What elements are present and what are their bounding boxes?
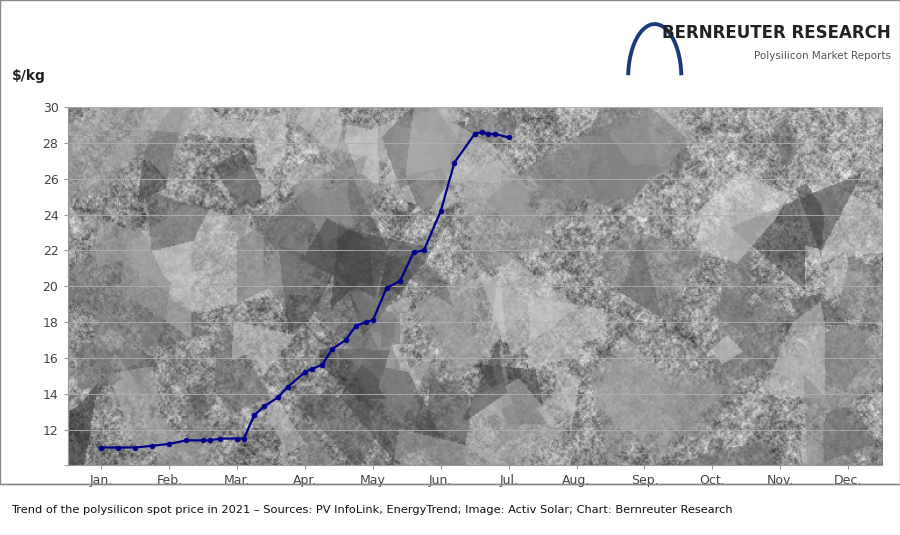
Text: BERNREUTER RESEARCH: BERNREUTER RESEARCH [662,24,891,42]
Text: Polysilicon Market Reports: Polysilicon Market Reports [754,51,891,61]
Text: Trend of the polysilicon spot price in 2021 – Sources: PV InfoLink, EnergyTrend;: Trend of the polysilicon spot price in 2… [11,505,733,515]
Text: $/kg: $/kg [12,69,46,83]
